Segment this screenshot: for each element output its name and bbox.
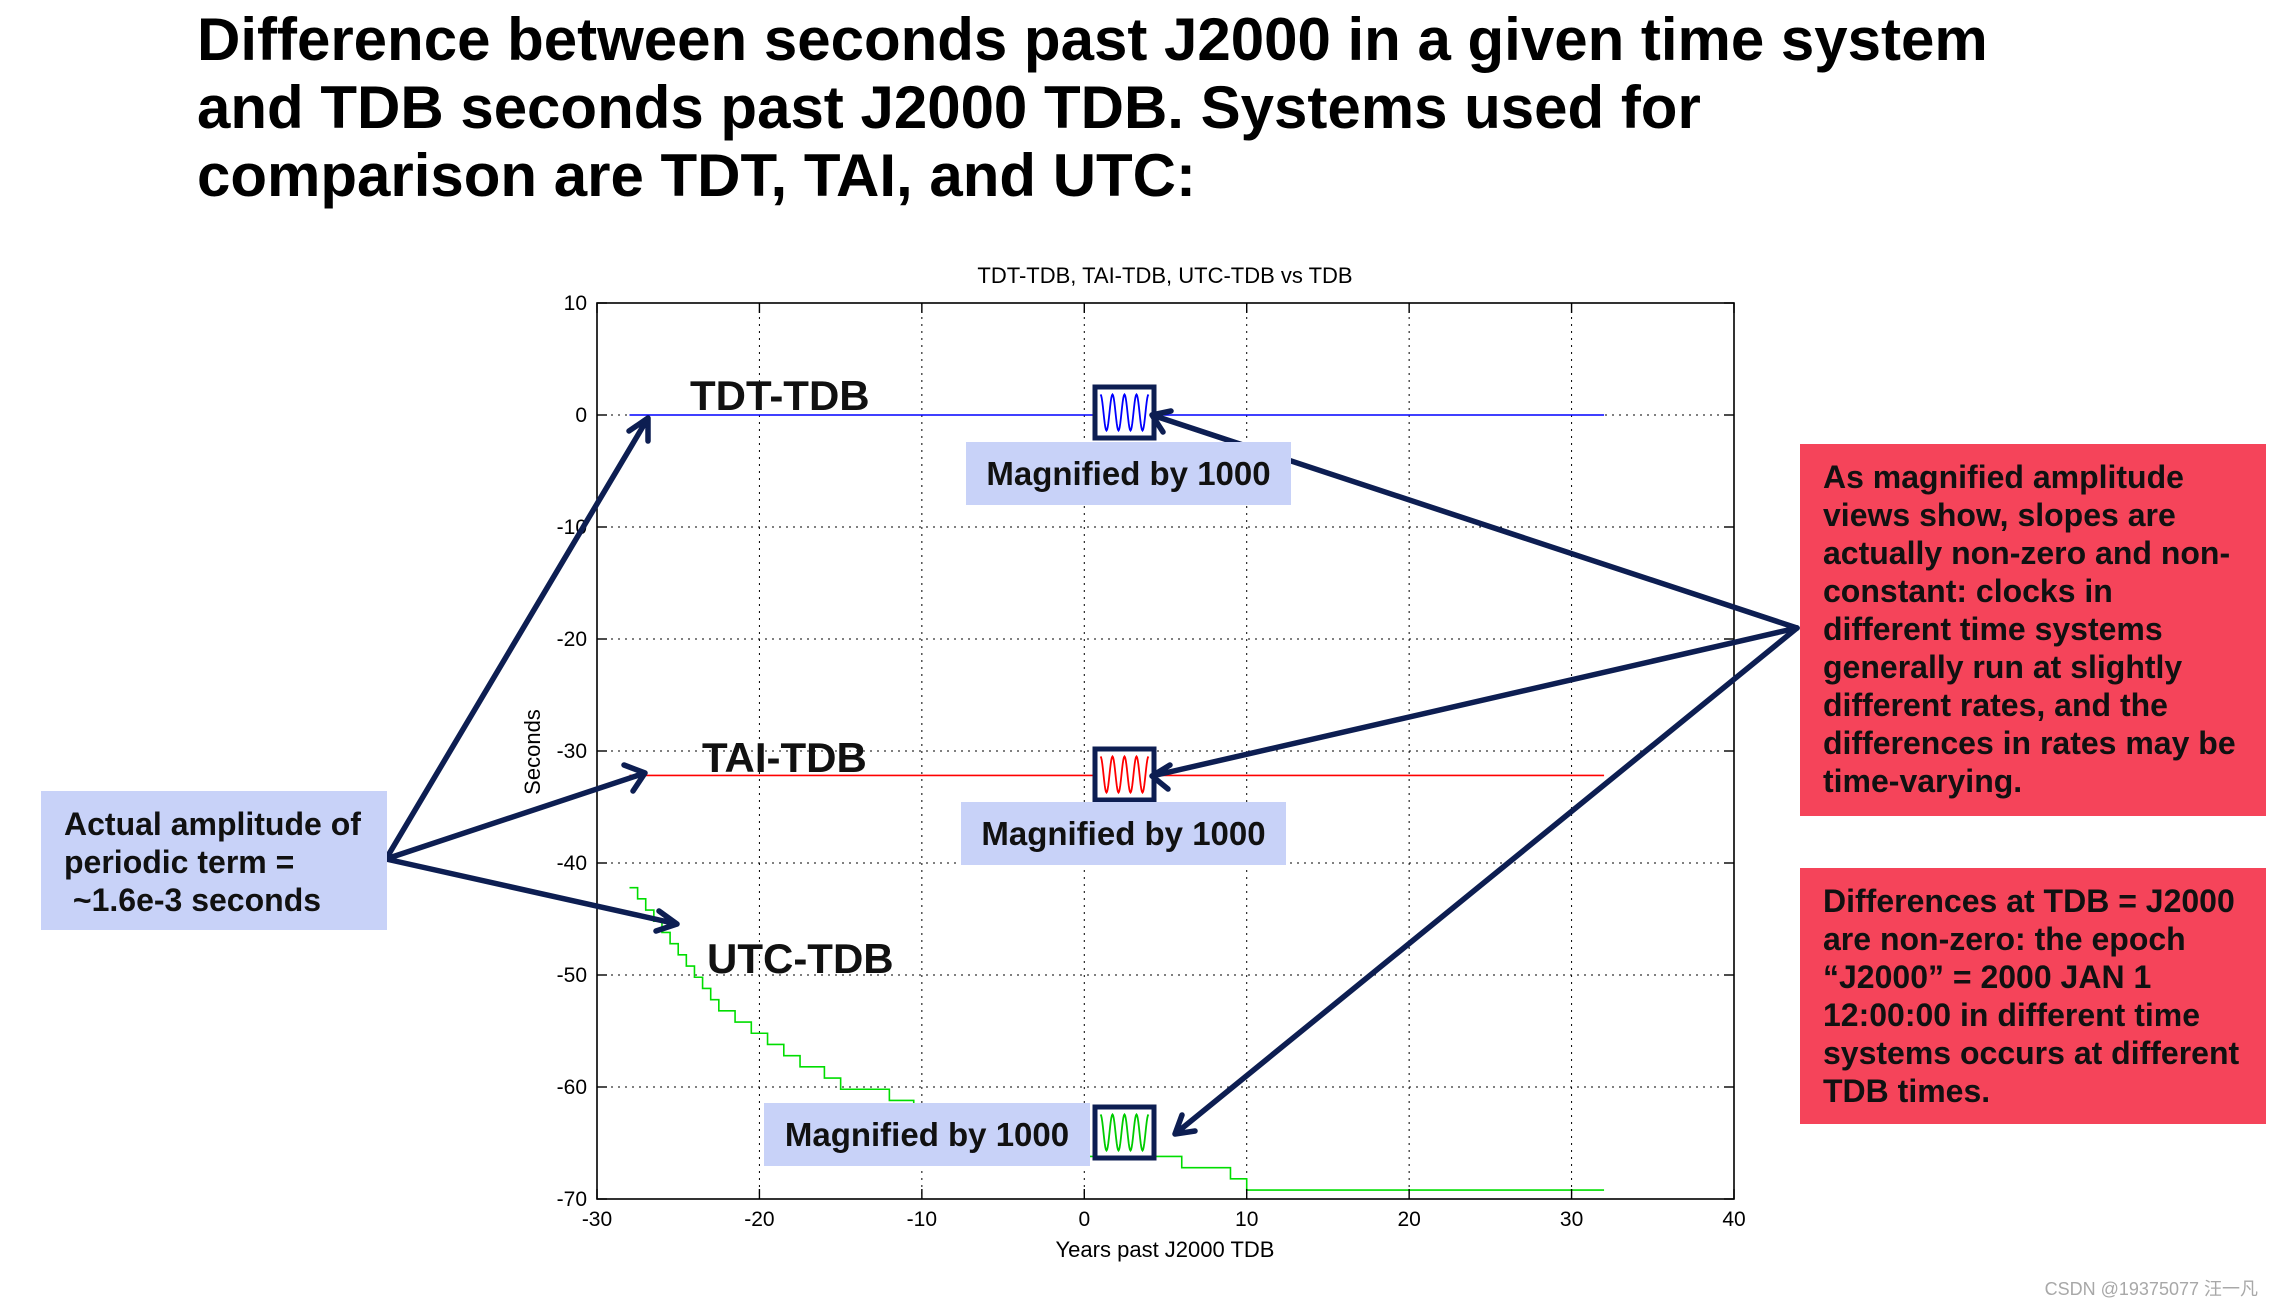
- callout-epoch-line: TDB times.: [1823, 1073, 1991, 1109]
- title-line-1: Difference between seconds past J2000 in…: [197, 6, 1988, 73]
- callout-slopes: As magnified amplitude views show, slope…: [1800, 444, 2266, 816]
- y-tick-label: -30: [557, 740, 587, 763]
- inset-tai: [1092, 746, 1157, 803]
- y-axis-label: Seconds: [520, 709, 545, 795]
- y-tick-label: 10: [564, 292, 587, 315]
- x-tick-label: 40: [1722, 1208, 1745, 1231]
- page-title: Difference between seconds past J2000 in…: [197, 6, 2197, 210]
- arrow-to-utc: [383, 856, 680, 934]
- x-tick-label: 30: [1560, 1208, 1583, 1231]
- y-tick-label: -60: [557, 1076, 587, 1099]
- arrow-to-tdt: [383, 415, 651, 862]
- chart-ticks: -30 -20 -10 0 10 20 30 40100-10-20-30-40-50-60-…: [557, 292, 1746, 1231]
- x-tick-label: -20: [744, 1208, 774, 1231]
- callout-epoch-line: Differences at TDB = J2000: [1823, 883, 2235, 919]
- callout-slopes-line: different rates, and the: [1823, 687, 2168, 723]
- magnified-label-tdt: Magnified by 1000: [966, 442, 1291, 505]
- callout-slopes-line: views show, slopes are: [1823, 497, 2176, 533]
- magnified-label-utc: Magnified by 1000: [764, 1103, 1090, 1166]
- callout-slopes-line: generally run at slightly: [1823, 649, 2183, 685]
- inset-tai-wave: [1099, 754, 1150, 795]
- x-tick-label: 0: [1078, 1208, 1090, 1231]
- callout-amplitude-line: periodic term =: [64, 844, 295, 880]
- watermark: CSDN @19375077 汪一凡: [2044, 1279, 2258, 1299]
- callout-amplitude-line: Actual amplitude of: [64, 806, 361, 842]
- x-tick-label: 20: [1397, 1208, 1420, 1231]
- title-line-2: and TDB seconds past J2000 TDB. Systems …: [197, 74, 1701, 141]
- y-tick-label: -50: [557, 964, 587, 987]
- magnified-label-tai: Magnified by 1000: [961, 802, 1286, 865]
- inset-tdt: [1092, 384, 1157, 441]
- arrow-from-slopes-to-utc: [1172, 625, 1800, 1137]
- inset-utc-wave: [1099, 1112, 1150, 1153]
- x-axis-label: Years past J2000 TDB: [1056, 1237, 1275, 1262]
- y-tick-label: -70: [557, 1188, 587, 1211]
- x-tick-label: 10: [1235, 1208, 1258, 1231]
- callout-slopes-line: different time systems: [1823, 611, 2163, 647]
- arrow-from-slopes-to-tai: [1149, 625, 1800, 792]
- callout-slopes-line: actually non-zero and non-: [1823, 535, 2231, 571]
- callout-slopes-line: time-varying.: [1823, 763, 2023, 799]
- annotation-utc-tdb: UTC-TDB: [707, 935, 894, 982]
- callout-epoch-line: are non-zero: the epoch: [1823, 921, 2186, 957]
- y-tick-label: -40: [557, 852, 587, 875]
- arrow-to-tai: [383, 762, 648, 862]
- callout-epoch-line: 12:00:00 in different time: [1823, 997, 2200, 1033]
- callout-slopes-line: differences in rates may be: [1823, 725, 2236, 761]
- callout-epoch: Differences at TDB = J2000 are non-zero:…: [1800, 868, 2266, 1124]
- annotation-tdt-tdb: TDT-TDB: [690, 372, 870, 419]
- y-tick-label: -20: [557, 628, 587, 651]
- title-line-3: comparison are TDT, TAI, and UTC:: [197, 142, 1196, 209]
- arrows: [383, 408, 1800, 1137]
- callout-epoch-line: systems occurs at different: [1823, 1035, 2240, 1071]
- callout-amplitude-line: ~1.6e-3 seconds: [64, 882, 322, 918]
- x-tick-label: -30: [582, 1208, 612, 1231]
- annotation-tai-tdb: TAI-TDB: [702, 734, 867, 781]
- callout-epoch-line: “J2000” = 2000 JAN 1: [1823, 959, 2152, 995]
- inset-tdt-wave: [1099, 392, 1150, 433]
- x-tick-label: -10: [907, 1208, 937, 1231]
- y-tick-label: 0: [575, 404, 587, 427]
- callout-slopes-line: constant: clocks in: [1823, 573, 2113, 609]
- inset-utc: [1092, 1104, 1157, 1161]
- chart-title: TDT-TDB, TAI-TDB, UTC-TDB vs TDB: [977, 263, 1352, 288]
- callout-amplitude: Actual amplitude of periodic term = ~1.6…: [41, 791, 387, 930]
- callout-slopes-line: As magnified amplitude: [1823, 459, 2184, 495]
